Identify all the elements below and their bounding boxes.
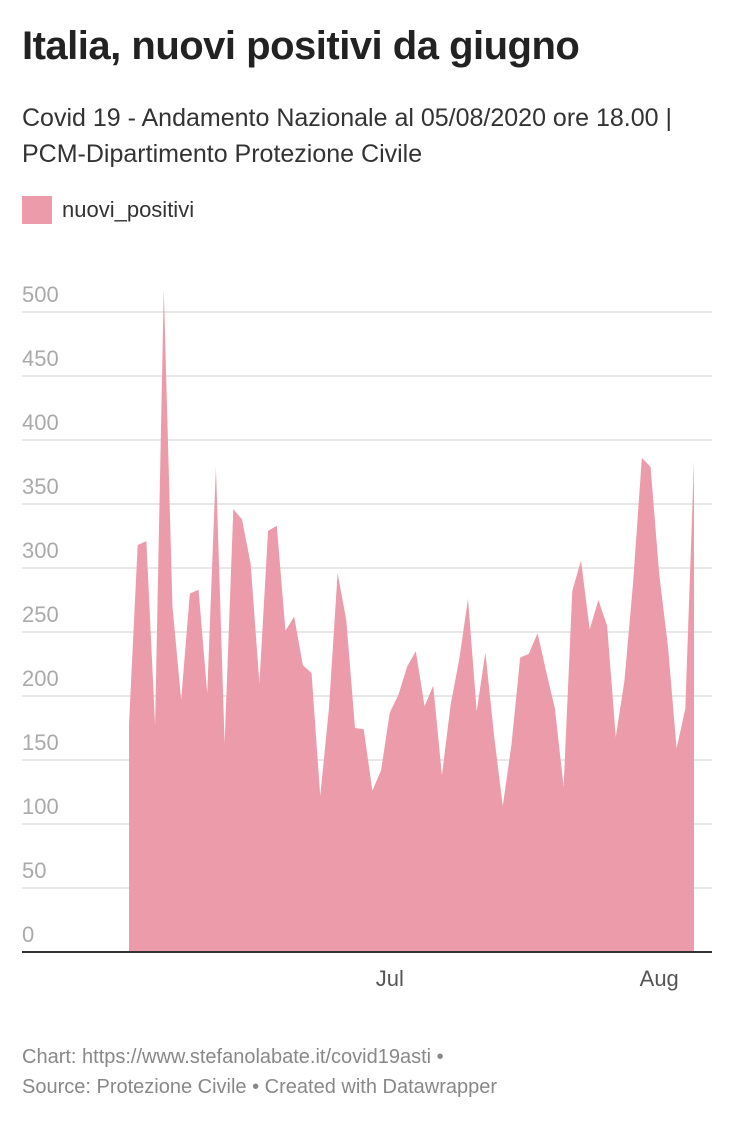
y-tick-label: 400 xyxy=(22,410,59,435)
legend-label: nuovi_positivi xyxy=(62,197,195,222)
footer: Chart: https://www.stefanolabate.it/covi… xyxy=(22,1042,497,1102)
legend: nuovi_positivi xyxy=(22,196,194,224)
y-tick-label: 350 xyxy=(22,474,59,499)
y-tick-label: 300 xyxy=(22,538,59,563)
y-tick-label: 450 xyxy=(22,346,59,371)
y-tick-label: 500 xyxy=(22,282,59,307)
area xyxy=(129,288,694,953)
y-tick-label: 200 xyxy=(22,666,59,691)
y-tick-label: 150 xyxy=(22,730,59,755)
y-tick-label: 100 xyxy=(22,794,59,819)
chart-subtitle: Covid 19 - Andamento Nazionale al 05/08/… xyxy=(22,104,672,168)
y-tick-label: 250 xyxy=(22,602,59,627)
x-tick-label: Jul xyxy=(376,966,404,991)
footer-line: Source: Protezione Civile • Created with… xyxy=(22,1076,497,1098)
legend-swatch xyxy=(22,196,52,224)
y-tick-label: 50 xyxy=(22,858,46,883)
chart-title: Italia, nuovi positivi da giugno xyxy=(22,24,580,68)
x-tick-label: Aug xyxy=(640,966,679,991)
footer-line: Chart: https://www.stefanolabate.it/covi… xyxy=(22,1046,444,1068)
y-tick-label: 0 xyxy=(22,922,34,947)
